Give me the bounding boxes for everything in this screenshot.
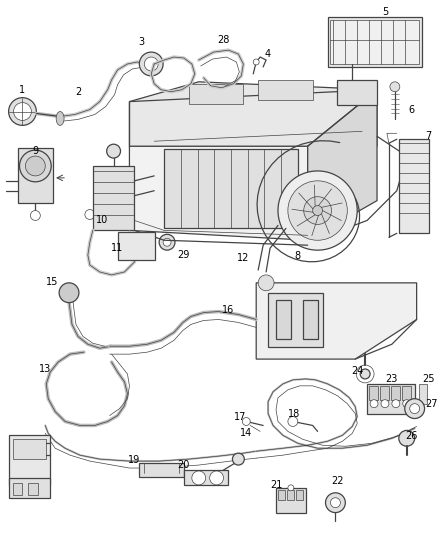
Circle shape xyxy=(30,211,40,221)
Text: 17: 17 xyxy=(234,411,247,422)
Text: 10: 10 xyxy=(95,215,108,225)
Text: 29: 29 xyxy=(178,250,190,260)
Circle shape xyxy=(325,493,345,513)
Bar xyxy=(117,232,155,260)
Circle shape xyxy=(144,57,158,71)
Text: 21: 21 xyxy=(270,480,282,490)
Circle shape xyxy=(399,431,415,446)
Text: 5: 5 xyxy=(382,7,388,18)
Circle shape xyxy=(59,283,79,303)
Circle shape xyxy=(392,400,400,408)
Text: 16: 16 xyxy=(223,304,235,314)
Polygon shape xyxy=(308,90,377,240)
Circle shape xyxy=(403,400,411,408)
Bar xyxy=(402,386,411,400)
Bar xyxy=(139,463,184,477)
Circle shape xyxy=(242,417,250,425)
Circle shape xyxy=(20,150,51,182)
Circle shape xyxy=(313,206,322,215)
Bar xyxy=(328,18,422,67)
Circle shape xyxy=(163,238,171,246)
Bar xyxy=(419,384,427,403)
Text: 20: 20 xyxy=(178,460,190,470)
Circle shape xyxy=(288,416,298,426)
Circle shape xyxy=(210,471,223,485)
Circle shape xyxy=(159,235,175,250)
Polygon shape xyxy=(130,82,377,146)
Circle shape xyxy=(410,403,420,414)
Text: 14: 14 xyxy=(240,429,252,438)
Text: 8: 8 xyxy=(295,251,301,261)
Text: 2: 2 xyxy=(75,87,81,96)
Text: 23: 23 xyxy=(386,374,398,384)
Circle shape xyxy=(9,98,36,125)
Bar xyxy=(367,384,415,414)
Bar xyxy=(9,435,50,485)
Circle shape xyxy=(381,400,389,408)
Text: 4: 4 xyxy=(265,49,271,59)
Circle shape xyxy=(331,498,340,507)
Bar xyxy=(296,490,303,500)
Text: 6: 6 xyxy=(409,104,415,115)
Bar xyxy=(184,470,229,485)
Bar xyxy=(303,300,318,340)
Text: 15: 15 xyxy=(46,277,58,287)
Text: 25: 25 xyxy=(422,374,435,384)
Circle shape xyxy=(278,171,357,250)
Circle shape xyxy=(288,181,347,240)
Circle shape xyxy=(405,399,424,418)
Circle shape xyxy=(288,485,294,491)
Circle shape xyxy=(139,52,163,76)
Bar xyxy=(380,386,389,400)
Text: 26: 26 xyxy=(406,431,418,441)
Bar xyxy=(331,20,419,64)
Bar xyxy=(276,488,306,513)
Circle shape xyxy=(304,197,332,224)
Circle shape xyxy=(107,144,120,158)
Circle shape xyxy=(192,471,206,485)
Circle shape xyxy=(360,369,370,379)
Bar xyxy=(276,300,291,340)
Bar xyxy=(391,386,400,400)
Bar xyxy=(13,439,46,459)
Text: 19: 19 xyxy=(128,455,141,465)
Polygon shape xyxy=(164,149,298,228)
Bar xyxy=(13,483,22,495)
Bar xyxy=(287,490,294,500)
Polygon shape xyxy=(256,283,417,359)
Bar xyxy=(93,166,134,230)
Bar xyxy=(9,478,50,498)
Ellipse shape xyxy=(56,111,64,125)
Bar xyxy=(268,293,322,347)
Bar xyxy=(399,139,428,233)
Text: 13: 13 xyxy=(39,364,51,374)
Bar xyxy=(189,84,244,103)
Circle shape xyxy=(370,400,378,408)
Text: 7: 7 xyxy=(425,131,431,141)
Text: 3: 3 xyxy=(138,37,145,47)
Text: 24: 24 xyxy=(351,366,364,376)
Circle shape xyxy=(233,453,244,465)
Bar xyxy=(258,80,313,100)
Text: 9: 9 xyxy=(32,146,39,156)
Text: 18: 18 xyxy=(288,409,300,418)
Bar xyxy=(28,483,39,495)
Text: 12: 12 xyxy=(237,253,250,263)
Text: 28: 28 xyxy=(217,35,230,45)
Text: 27: 27 xyxy=(425,399,438,409)
Bar xyxy=(337,80,377,104)
Text: 11: 11 xyxy=(111,243,124,253)
Text: 1: 1 xyxy=(19,85,25,95)
Text: 22: 22 xyxy=(331,476,344,486)
Circle shape xyxy=(390,82,400,92)
Circle shape xyxy=(14,102,32,120)
Circle shape xyxy=(253,59,259,65)
Circle shape xyxy=(25,156,45,176)
Polygon shape xyxy=(130,146,308,240)
Circle shape xyxy=(85,209,95,220)
Circle shape xyxy=(258,275,274,291)
Bar xyxy=(278,490,285,500)
Bar xyxy=(369,386,378,400)
Bar xyxy=(18,148,53,203)
